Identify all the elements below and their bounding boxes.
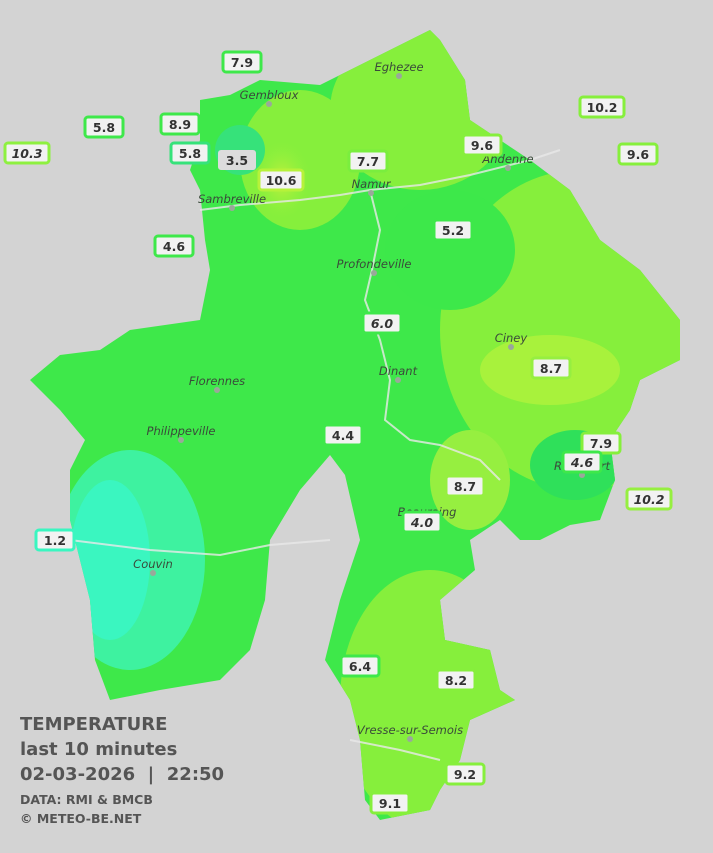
station-value: 4.0 [410,515,433,530]
station-box [169,141,211,165]
station-value: 9.1 [379,796,401,811]
city-label: Couvin [133,557,173,571]
city-label: Profondeville [337,257,412,271]
station-box [444,762,486,786]
station-value: 6.0 [371,316,393,331]
station-box [34,528,76,552]
city-dot [395,377,401,383]
city-label: Ciney [495,331,528,345]
station-box [461,133,503,157]
station-box [322,423,364,447]
station-box [617,142,659,166]
city-label: Florennes [189,374,245,388]
station-value: 8.9 [169,117,191,132]
station-box [530,356,572,380]
stations: 7.9 5.8 8.9 10.3 5.8 3.5 10.6 7.7 9.6 10.2 9.6 4.6 5… [3,50,673,815]
city-dot [407,736,413,742]
station-box [218,150,256,170]
legend-title: TEMPERATURE [20,714,167,735]
legend-source: DATA: RMI & BMCB [20,792,153,807]
station-box [625,487,673,511]
station-value: 6.4 [349,659,371,674]
station-box [257,168,305,192]
station-box [347,149,389,173]
station-box [432,218,474,242]
city-label: Eghezee [374,60,423,74]
city-label: Philippeville [147,424,216,438]
station-value: 10.6 [266,173,297,188]
station-value: 8.7 [454,479,476,494]
city-dot [229,205,235,211]
station-box [578,95,626,119]
station-box [435,668,477,692]
station-value: 1.2 [44,533,66,548]
station-value: 10.2 [587,100,618,115]
station-value: 9.6 [627,147,649,162]
city-dot [396,73,402,79]
station-value: 9.2 [454,767,476,782]
station-box [401,510,443,534]
city-label: Vresse-sur-Semois [357,723,463,737]
station-value: 10.3 [12,146,43,161]
station-value: 4.6 [570,455,593,470]
station-box [83,115,125,139]
station-value: 10.2 [634,492,665,507]
station-value: 5.8 [93,120,115,135]
station-value: 4.6 [163,239,185,254]
station-value: 7.9 [590,436,612,451]
station-box [361,311,403,335]
city-dot [150,570,156,576]
station-box [3,141,51,165]
station-value: 5.8 [179,146,201,161]
city-label: Namur [352,177,392,191]
city-dot [214,387,220,393]
city-dot [368,190,374,196]
city-dot [371,270,377,276]
station-box [339,654,381,678]
station-value: 9.6 [471,138,493,153]
station-box [153,234,195,258]
station-value: 7.7 [357,154,379,169]
legend-copyright: © METEO-BE.NET [20,811,142,826]
station-value: 7.9 [231,55,253,70]
station-box [369,791,411,815]
city-dot [508,344,514,350]
city-label: Gembloux [240,88,299,102]
station-value: 4.4 [332,428,354,443]
rivers [69,149,561,761]
station-box [159,112,201,136]
legend-period: last 10 minutes [20,739,177,760]
city-label: Dinant [379,364,418,378]
legend-datetime: 02-03-2026 | 22:50 [20,764,224,785]
cities: EghezeeGemblouxAndenneNamurSambrevillePr… [133,60,611,742]
station-value: 3.5 [226,153,248,168]
station-value: 8.2 [445,673,467,688]
city-dot [178,437,184,443]
station-box [444,474,486,498]
station-box [561,450,603,474]
city-label: Sambreville [198,192,266,206]
city-dot [505,165,511,171]
station-value: 5.2 [442,223,464,238]
station-value: 8.7 [540,361,562,376]
city-dot [266,101,272,107]
station-box [221,50,263,74]
